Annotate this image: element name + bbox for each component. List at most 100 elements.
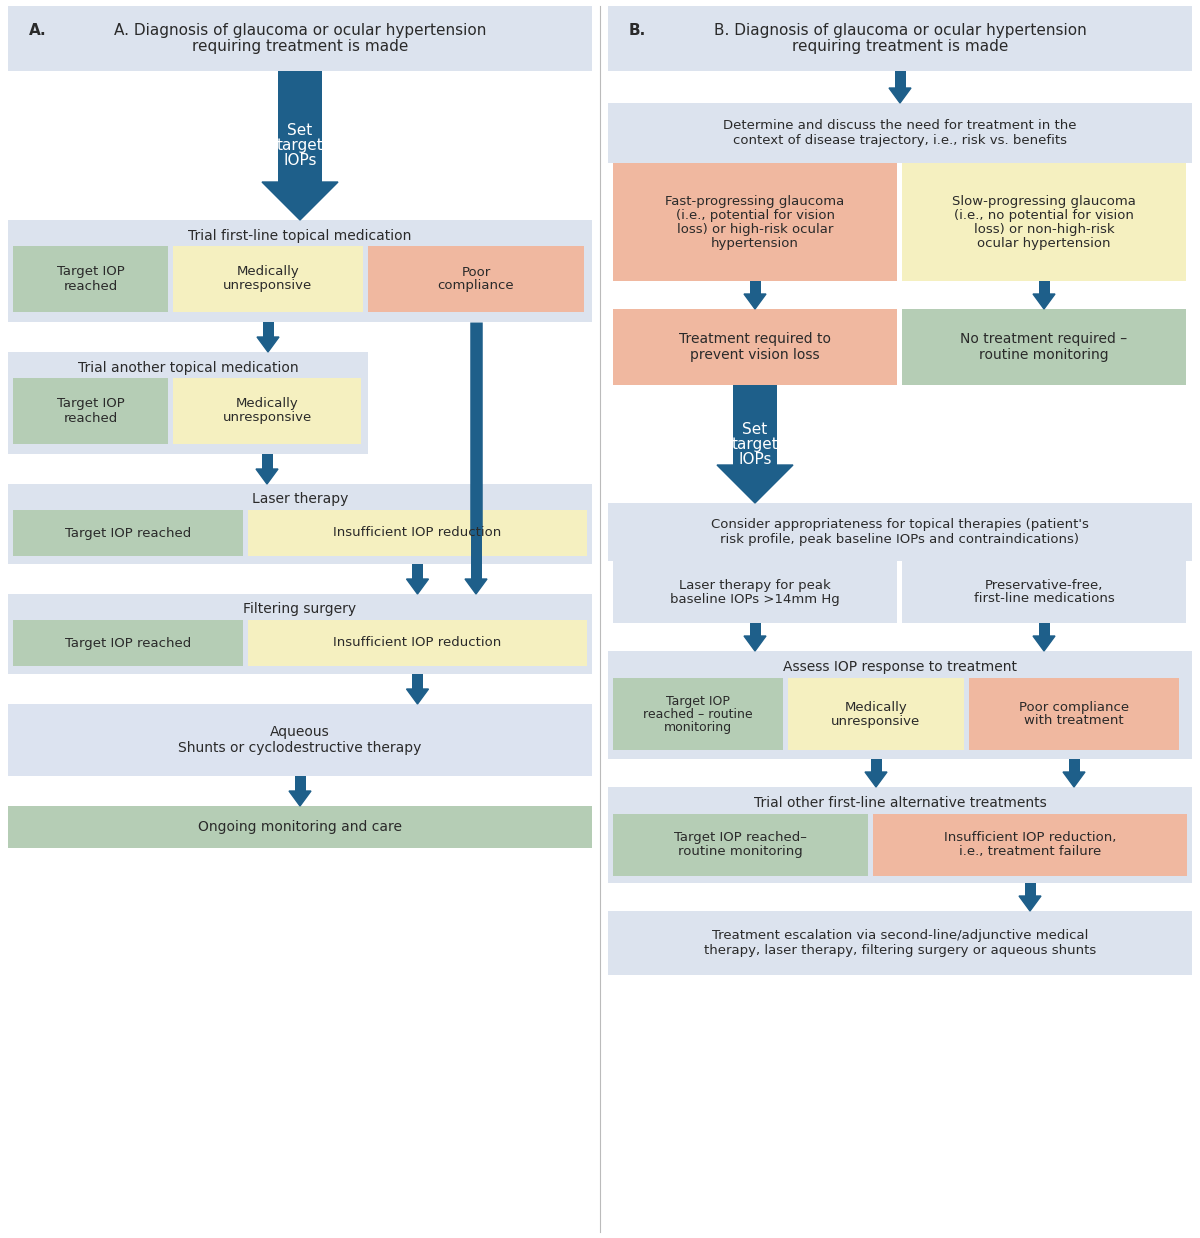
Text: Trial another topical medication: Trial another topical medication	[78, 361, 299, 375]
Text: unresponsive: unresponsive	[832, 714, 920, 728]
Text: with treatment: with treatment	[1024, 714, 1124, 728]
Bar	[8, 484, 592, 565]
Bar	[902, 310, 1186, 385]
Polygon shape	[1063, 773, 1085, 787]
Text: Fast-progressing glaucoma: Fast-progressing glaucoma	[665, 194, 845, 208]
Text: Set: Set	[287, 123, 313, 137]
Text: Laser therapy for peak: Laser therapy for peak	[679, 578, 830, 592]
Bar	[608, 6, 1192, 71]
Bar	[750, 281, 761, 293]
Text: prevent vision loss: prevent vision loss	[690, 348, 820, 361]
Bar	[613, 815, 868, 877]
Bar	[750, 623, 761, 636]
Text: Medically: Medically	[236, 265, 299, 279]
Text: No treatment required –: No treatment required –	[960, 332, 1128, 345]
Text: Target IOP reached: Target IOP reached	[65, 636, 191, 650]
Text: Set: Set	[743, 421, 768, 437]
Bar	[412, 565, 424, 579]
Text: Treatment escalation via second-line/adjunctive medical: Treatment escalation via second-line/adj…	[712, 928, 1088, 942]
Text: A. Diagnosis of glaucoma or ocular hypertension: A. Diagnosis of glaucoma or ocular hyper…	[114, 24, 486, 38]
Bar	[13, 246, 168, 312]
Bar	[8, 704, 592, 776]
Bar	[894, 71, 906, 88]
Polygon shape	[718, 465, 793, 503]
Text: therapy, laser therapy, filtering surgery or aqueous shunts: therapy, laser therapy, filtering surger…	[704, 945, 1096, 957]
Text: routine monitoring: routine monitoring	[979, 348, 1109, 361]
Bar	[278, 71, 322, 182]
Text: Target IOP: Target IOP	[56, 265, 125, 279]
Text: loss) or non-high-risk: loss) or non-high-risk	[973, 223, 1115, 235]
Bar	[8, 352, 368, 454]
Bar	[173, 246, 364, 312]
Bar	[8, 806, 592, 848]
Text: Laser therapy: Laser therapy	[252, 491, 348, 506]
Bar	[608, 911, 1192, 976]
Text: B. Diagnosis of glaucoma or ocular hypertension: B. Diagnosis of glaucoma or ocular hyper…	[714, 24, 1086, 38]
Bar	[613, 310, 898, 385]
Bar	[613, 678, 784, 750]
Text: Target IOP: Target IOP	[666, 695, 730, 707]
Text: Target IOP: Target IOP	[56, 397, 125, 411]
Bar	[608, 103, 1192, 163]
Text: Determine and discuss the need for treatment in the: Determine and discuss the need for treat…	[724, 119, 1076, 132]
Bar	[13, 378, 168, 444]
Bar	[733, 385, 778, 465]
Text: Ongoing monitoring and care: Ongoing monitoring and care	[198, 820, 402, 834]
Bar	[368, 246, 584, 312]
Text: i.e., treatment failure: i.e., treatment failure	[959, 846, 1102, 858]
Bar	[874, 815, 1187, 877]
Text: Medically: Medically	[845, 701, 907, 713]
Bar	[1025, 883, 1036, 896]
Text: unresponsive: unresponsive	[223, 280, 313, 292]
Text: target: target	[277, 137, 323, 154]
Polygon shape	[257, 337, 278, 352]
Polygon shape	[865, 773, 887, 787]
Text: (i.e., potential for vision: (i.e., potential for vision	[676, 208, 834, 222]
Text: Insufficient IOP reduction: Insufficient IOP reduction	[334, 526, 502, 540]
Bar	[608, 651, 1192, 759]
Polygon shape	[289, 791, 311, 806]
Text: hypertension: hypertension	[712, 236, 799, 250]
Polygon shape	[1033, 636, 1055, 651]
Bar	[608, 787, 1192, 883]
Text: Treatment required to: Treatment required to	[679, 332, 830, 345]
Polygon shape	[744, 293, 766, 310]
Text: requiring treatment is made: requiring treatment is made	[192, 40, 408, 54]
Bar	[788, 678, 964, 750]
Text: (i.e., no potential for vision: (i.e., no potential for vision	[954, 208, 1134, 222]
Text: unresponsive: unresponsive	[222, 411, 312, 425]
Bar	[412, 673, 424, 690]
Text: loss) or high-risk ocular: loss) or high-risk ocular	[677, 223, 833, 235]
Text: reached – routine: reached – routine	[643, 707, 752, 721]
Bar	[294, 776, 306, 791]
Text: IOPs: IOPs	[738, 452, 772, 467]
Text: Aqueous: Aqueous	[270, 725, 330, 739]
Text: Consider appropriateness for topical therapies (patient's: Consider appropriateness for topical the…	[712, 517, 1088, 531]
Text: monitoring: monitoring	[664, 721, 732, 733]
Bar	[263, 322, 274, 337]
Polygon shape	[1033, 293, 1055, 310]
Polygon shape	[262, 182, 338, 220]
Bar	[870, 759, 882, 773]
Polygon shape	[407, 690, 428, 704]
Text: requiring treatment is made: requiring treatment is made	[792, 40, 1008, 54]
Bar	[13, 620, 242, 666]
Polygon shape	[889, 88, 911, 103]
Text: Insufficient IOP reduction,: Insufficient IOP reduction,	[944, 832, 1116, 844]
Bar	[902, 163, 1186, 281]
Text: ocular hypertension: ocular hypertension	[977, 236, 1111, 250]
Bar	[1038, 623, 1050, 636]
Bar	[248, 510, 587, 556]
Bar	[613, 163, 898, 281]
Bar	[970, 678, 1178, 750]
Polygon shape	[1019, 896, 1042, 911]
Polygon shape	[407, 579, 428, 594]
Bar	[1038, 281, 1050, 293]
Text: Trial other first-line alternative treatments: Trial other first-line alternative treat…	[754, 796, 1046, 810]
Text: Target IOP reached–: Target IOP reached–	[674, 832, 806, 844]
Bar	[608, 503, 1192, 561]
Text: risk profile, peak baseline IOPs and contraindications): risk profile, peak baseline IOPs and con…	[720, 534, 1080, 546]
Text: A.: A.	[29, 24, 47, 38]
Text: reached: reached	[64, 280, 118, 292]
Text: Preservative-free,: Preservative-free,	[985, 578, 1103, 592]
